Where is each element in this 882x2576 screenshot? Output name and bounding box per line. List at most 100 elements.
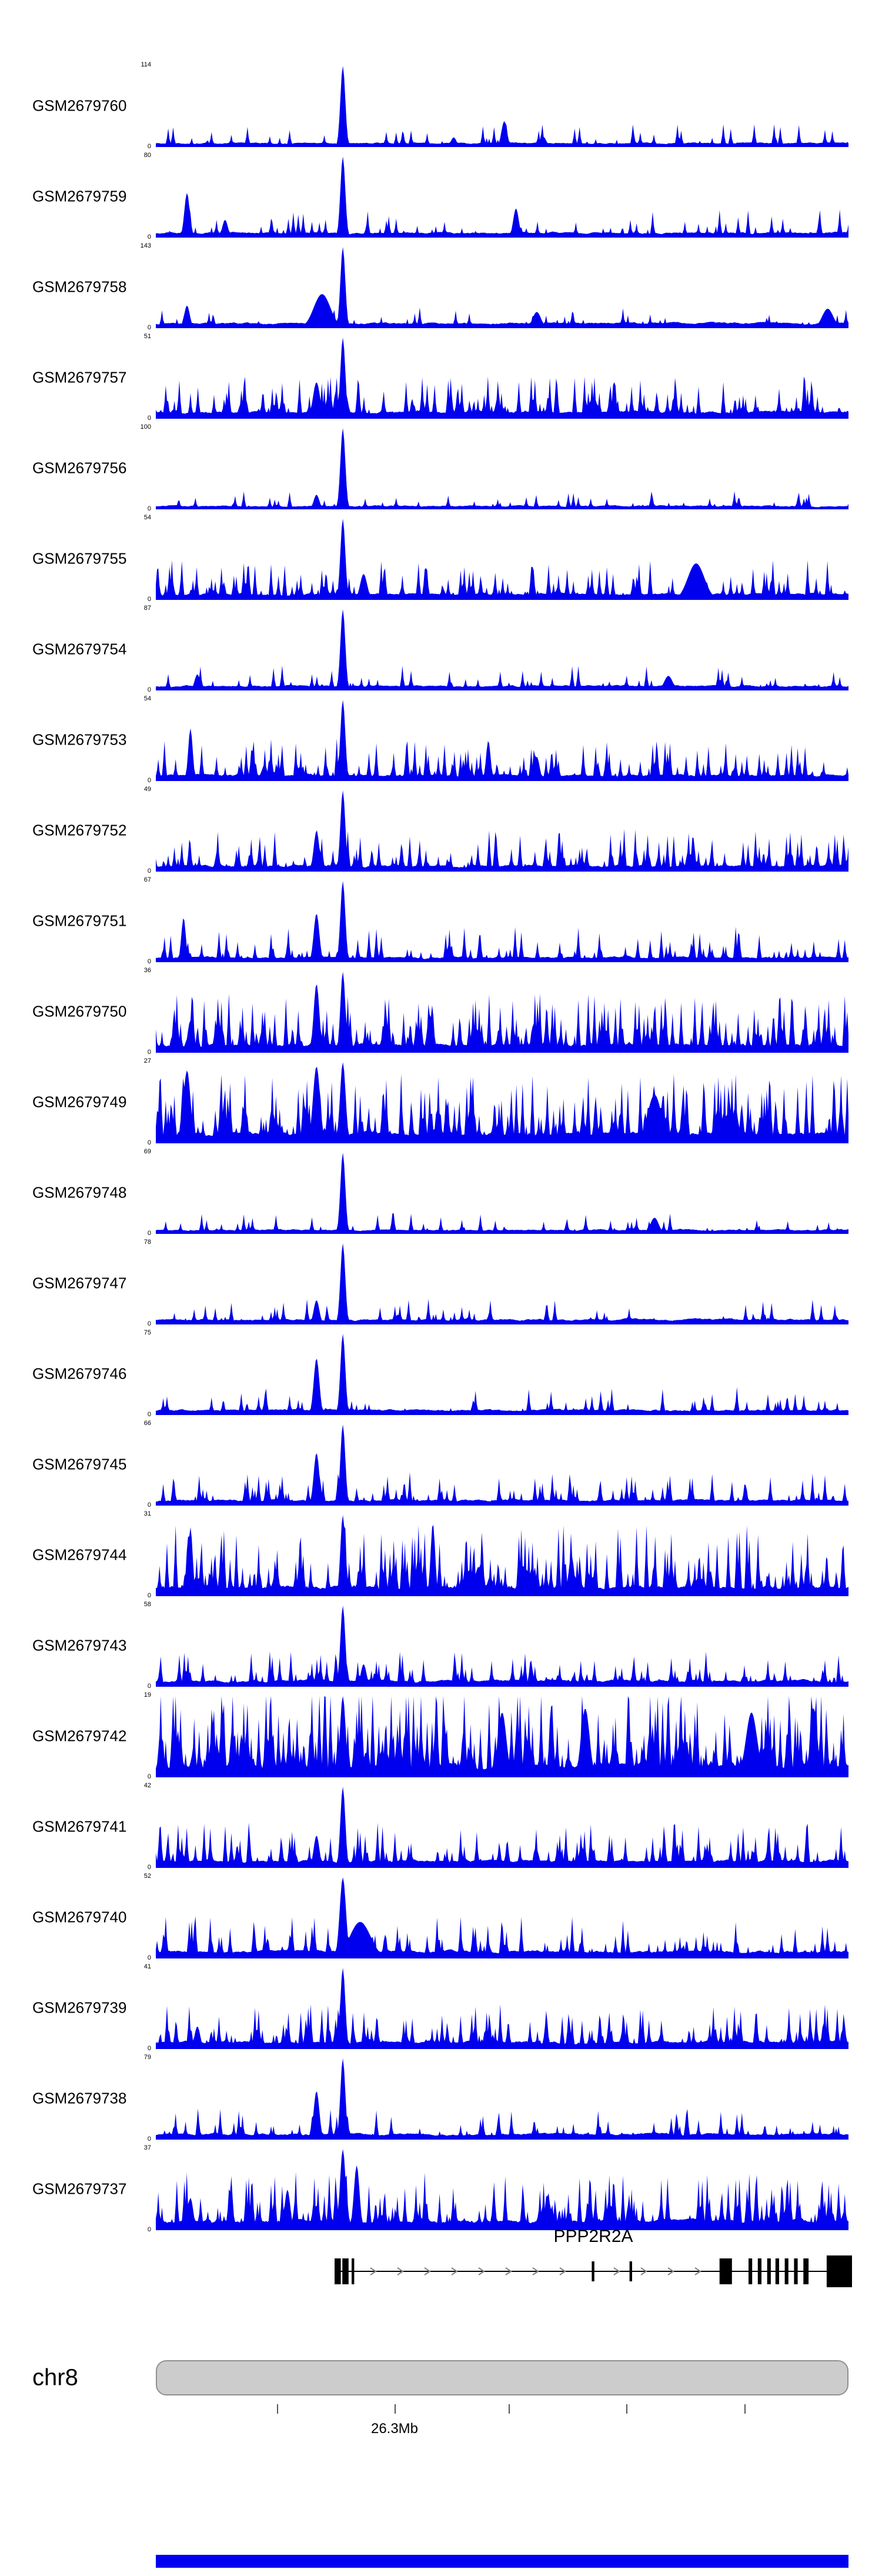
y-axis-zero-value: 0 bbox=[147, 143, 151, 150]
coverage-track-row: GSM2679746 75 0 bbox=[0, 1330, 882, 1418]
axis-position-label: 26.3Mb bbox=[370, 2421, 419, 2437]
coverage-waveform bbox=[156, 609, 848, 690]
y-axis-zero-value: 0 bbox=[147, 1411, 151, 1418]
y-axis-zero-value: 0 bbox=[147, 867, 151, 875]
gene-model-diagram bbox=[335, 2255, 852, 2287]
coverage-waveform bbox=[156, 247, 848, 328]
y-axis-zero-value: 0 bbox=[147, 505, 151, 512]
intron-direction-arrow-icon bbox=[694, 2267, 701, 2275]
y-axis-zero-value: 0 bbox=[147, 2226, 151, 2233]
y-axis-zero-value: 0 bbox=[147, 686, 151, 693]
gene-exon bbox=[784, 2258, 789, 2284]
y-axis-max-value: 37 bbox=[143, 2144, 151, 2151]
y-axis-max-value: 54 bbox=[143, 514, 151, 521]
intron-direction-arrow-icon bbox=[478, 2267, 485, 2275]
coverage-waveform bbox=[156, 519, 848, 600]
y-axis-max-value: 78 bbox=[143, 1239, 151, 1246]
y-axis-zero-value: 0 bbox=[147, 2045, 151, 2052]
y-axis-max-value: 42 bbox=[143, 1782, 151, 1789]
gene-exon bbox=[342, 2258, 349, 2284]
gene-exon bbox=[767, 2258, 771, 2284]
coverage-waveform bbox=[156, 1968, 848, 2049]
genome-axis: 26.3Mb bbox=[0, 2404, 882, 2445]
coverage-waveform bbox=[156, 1696, 848, 1777]
sample-label: GSM2679740 bbox=[32, 1908, 127, 1926]
coverage-track-row: GSM2679751 67 0 bbox=[0, 877, 882, 965]
coverage-waveform bbox=[156, 2149, 848, 2230]
y-axis-max-value: 36 bbox=[143, 967, 151, 974]
gene-exon bbox=[803, 2258, 809, 2284]
y-axis-max-value: 58 bbox=[143, 1601, 151, 1608]
coverage-waveform bbox=[156, 1787, 848, 1868]
sample-label: GSM2679755 bbox=[32, 549, 127, 568]
y-axis-zero-value: 0 bbox=[147, 1049, 151, 1056]
coverage-track-row: GSM2679758 143 0 bbox=[0, 243, 882, 331]
gene-exon bbox=[592, 2261, 594, 2281]
y-axis-max-value: 52 bbox=[143, 1873, 151, 1880]
coverage-waveform bbox=[156, 156, 848, 238]
gene-exon bbox=[775, 2258, 779, 2284]
y-axis-zero-value: 0 bbox=[147, 1139, 151, 1146]
sample-label: GSM2679744 bbox=[32, 1546, 127, 1564]
coverage-track-row: GSM2679756 100 0 bbox=[0, 424, 882, 512]
gene-exon bbox=[335, 2258, 341, 2284]
chromosome-ideogram-bar bbox=[156, 2360, 848, 2395]
intron-direction-arrow-icon bbox=[424, 2267, 431, 2275]
y-axis-zero-value: 0 bbox=[147, 324, 151, 331]
gene-exon bbox=[749, 2258, 753, 2284]
axis-tick-mark bbox=[744, 2404, 746, 2414]
y-axis-zero-value: 0 bbox=[147, 1592, 151, 1599]
y-axis-max-value: 66 bbox=[143, 1420, 151, 1427]
axis-tick-mark bbox=[626, 2404, 627, 2414]
intron-direction-arrow-icon bbox=[505, 2267, 512, 2275]
y-axis-max-value: 80 bbox=[143, 152, 151, 159]
sample-label: GSM2679748 bbox=[32, 1183, 127, 1202]
coverage-track-row: GSM2679747 78 0 bbox=[0, 1239, 882, 1327]
y-axis-max-value: 19 bbox=[143, 1691, 151, 1699]
sample-label: GSM2679757 bbox=[32, 368, 127, 386]
y-axis-zero-value: 0 bbox=[147, 1320, 151, 1327]
y-axis-zero-value: 0 bbox=[147, 1864, 151, 1871]
sample-label: GSM2679739 bbox=[32, 1998, 127, 2017]
sample-label: GSM2679751 bbox=[32, 912, 127, 930]
y-axis-max-value: 54 bbox=[143, 695, 151, 702]
coverage-track-row: GSM2679741 42 0 bbox=[0, 1782, 882, 1871]
bottom-region-bar bbox=[156, 2555, 848, 2568]
sample-label: GSM2679743 bbox=[32, 1636, 127, 1654]
chromosome-ideogram-row: chr8 bbox=[0, 2358, 882, 2397]
coverage-waveform bbox=[156, 1153, 848, 1234]
coverage-track-row: GSM2679738 79 0 bbox=[0, 2054, 882, 2143]
coverage-track-row: GSM2679760 114 0 bbox=[0, 62, 882, 150]
intron-direction-arrow-icon bbox=[397, 2267, 404, 2275]
coverage-track-row: GSM2679748 69 0 bbox=[0, 1149, 882, 1237]
y-axis-zero-value: 0 bbox=[147, 777, 151, 784]
coverage-waveform bbox=[156, 1334, 848, 1415]
coverage-track-row: GSM2679743 58 0 bbox=[0, 1601, 882, 1690]
intron-direction-arrow-icon bbox=[532, 2267, 539, 2275]
sample-label: GSM2679746 bbox=[32, 1364, 127, 1383]
coverage-track-row: GSM2679753 54 0 bbox=[0, 695, 882, 784]
y-axis-max-value: 51 bbox=[143, 333, 151, 340]
coverage-track-row: GSM2679752 49 0 bbox=[0, 786, 882, 875]
gene-exon bbox=[629, 2261, 632, 2281]
coverage-track-row: GSM2679737 37 0 bbox=[0, 2144, 882, 2233]
gene-name-label: PPP2R2A bbox=[553, 2227, 633, 2246]
gene-exon bbox=[826, 2255, 852, 2287]
sample-label: GSM2679747 bbox=[32, 1274, 127, 1292]
coverage-waveform bbox=[156, 972, 848, 1053]
chromosome-label: chr8 bbox=[32, 2364, 78, 2391]
coverage-track-row: GSM2679750 36 0 bbox=[0, 967, 882, 1056]
y-axis-zero-value: 0 bbox=[147, 415, 151, 422]
coverage-waveform bbox=[156, 881, 848, 962]
intron-direction-arrow-icon bbox=[370, 2267, 377, 2275]
intron-direction-arrow-icon bbox=[640, 2267, 647, 2275]
y-axis-max-value: 87 bbox=[143, 605, 151, 612]
gene-exon bbox=[352, 2258, 355, 2284]
axis-tick-mark bbox=[277, 2404, 278, 2414]
gene-exon bbox=[719, 2258, 732, 2284]
gene-exon bbox=[757, 2258, 761, 2284]
sample-label: GSM2679759 bbox=[32, 187, 127, 205]
coverage-track-row: GSM2679755 54 0 bbox=[0, 514, 882, 603]
coverage-waveform bbox=[156, 700, 848, 781]
